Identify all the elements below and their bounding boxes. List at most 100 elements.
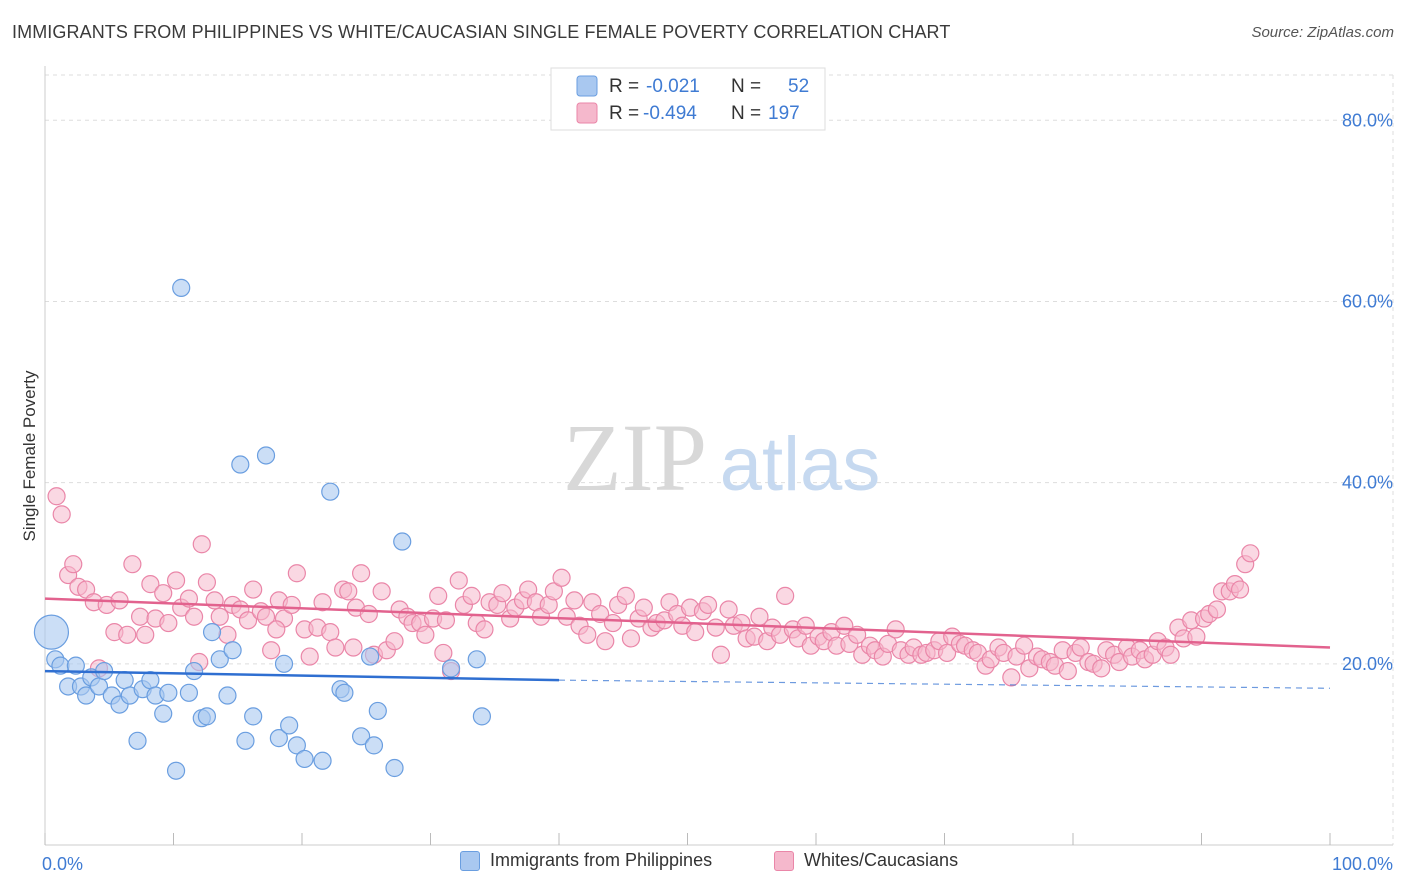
data-point-whites (352, 564, 371, 583)
data-point-philippines (256, 446, 276, 465)
data-point-philippines (166, 761, 186, 780)
watermark: ZIP atlas (563, 404, 880, 511)
data-point-philippines (115, 671, 134, 690)
data-point-whites (429, 586, 448, 605)
watermark-atlas: atlas (720, 422, 881, 507)
data-point-whites (732, 613, 751, 633)
legend-r-value: -0.021 (646, 76, 700, 97)
data-point-whites (886, 620, 905, 639)
data-point-philippines (154, 704, 173, 723)
data-point-philippines (244, 707, 263, 726)
legend-item-philippines: Immigrants from Philippines (460, 850, 712, 871)
data-point-philippines (335, 683, 354, 702)
data-point-whites (616, 586, 635, 605)
data-point-philippines (269, 729, 288, 748)
data-point-whites (218, 625, 237, 644)
y-tick-label: 80.0% (1342, 110, 1393, 130)
chart-title: IMMIGRANTS FROM PHILIPPINES VS WHITE/CAU… (12, 22, 951, 42)
data-point-whites (1015, 636, 1034, 655)
y-tick-label: 60.0% (1342, 291, 1393, 311)
data-point-philippines (352, 727, 371, 746)
data-point-philippines (202, 623, 222, 642)
data-point-philippines (33, 614, 70, 650)
data-point-whites (475, 620, 494, 639)
data-point-whites (416, 625, 435, 644)
legend-n-value: 197 (768, 103, 800, 124)
legend-n-label: N = (731, 76, 761, 97)
x-tick-label: 0.0% (42, 854, 83, 874)
data-point-whites (52, 505, 71, 524)
series-whites-caucasians (47, 487, 1260, 687)
legend-r-label: R = (609, 103, 639, 124)
data-point-whites (130, 607, 150, 626)
legend-r-value: -0.494 (643, 103, 697, 124)
data-point-philippines (236, 731, 255, 750)
data-point-whites (1002, 668, 1021, 687)
data-point-whites (462, 586, 481, 605)
data-point-whites (313, 593, 332, 612)
data-point-philippines (179, 683, 199, 702)
y-tick-label: 20.0% (1342, 654, 1393, 674)
trend-line-philippines-extension (558, 679, 1331, 689)
legend-series: Immigrants from Philippines Whites/Cauca… (0, 850, 1406, 880)
legend-n-value: 52 (788, 76, 809, 97)
watermark-zip: ZIP (563, 404, 707, 511)
data-point-whites (64, 555, 83, 574)
data-point-philippines (77, 686, 96, 705)
legend-swatch-blue (460, 850, 480, 871)
data-point-whites (493, 584, 512, 603)
data-point-whites (154, 584, 173, 603)
data-point-whites (557, 607, 576, 626)
data-point-whites (267, 620, 286, 639)
legend-stats: R = -0.021 N = 52 R = -0.494 N = 197 (550, 67, 826, 131)
data-point-whites (326, 638, 345, 657)
data-point-whites (262, 641, 281, 660)
data-point-philippines (361, 647, 380, 666)
grid-lines (45, 74, 1394, 845)
data-point-philippines (385, 758, 404, 778)
data-point-whites (282, 595, 301, 615)
data-point-whites (449, 571, 468, 590)
data-point-whites (698, 595, 718, 615)
data-point-whites (136, 625, 155, 644)
data-point-whites (1230, 580, 1250, 599)
data-point-philippines (368, 701, 387, 721)
data-point-whites (344, 638, 363, 657)
legend-r-label: R = (609, 76, 639, 97)
data-point-philippines (295, 749, 314, 769)
data-point-whites (596, 632, 615, 651)
data-point-whites (591, 604, 610, 624)
legend-label: Whites/Caucasians (804, 850, 959, 870)
data-point-philippines (231, 455, 250, 474)
data-point-whites (287, 564, 306, 583)
data-point-whites (159, 613, 178, 633)
data-point-whites (565, 591, 584, 610)
data-point-whites (1207, 600, 1227, 619)
data-point-whites (184, 607, 204, 626)
data-point-philippines (364, 736, 384, 755)
data-point-whites (1241, 544, 1260, 563)
data-point-whites (544, 582, 563, 601)
data-point-whites (321, 623, 340, 642)
data-point-whites (937, 643, 957, 663)
data-point-whites (385, 632, 404, 651)
data-point-whites (711, 645, 731, 664)
data-point-whites (634, 598, 653, 617)
data-point-whites (47, 487, 66, 506)
data-point-whites (141, 575, 160, 594)
data-point-whites (244, 580, 263, 599)
data-point-whites (1092, 659, 1111, 678)
data-point-philippines (313, 751, 332, 770)
data-point-philippines (287, 736, 306, 755)
source-label: Source: ZipAtlas.com (1251, 24, 1394, 41)
data-point-philippines (218, 686, 237, 705)
data-point-whites (192, 535, 211, 554)
data-point-whites (434, 643, 453, 663)
data-point-whites (552, 568, 571, 587)
data-point-whites (1161, 645, 1180, 664)
data-point-whites (118, 625, 137, 644)
data-point-whites (603, 613, 623, 633)
legend-swatch-blue (576, 75, 598, 97)
data-point-philippines (172, 278, 191, 297)
